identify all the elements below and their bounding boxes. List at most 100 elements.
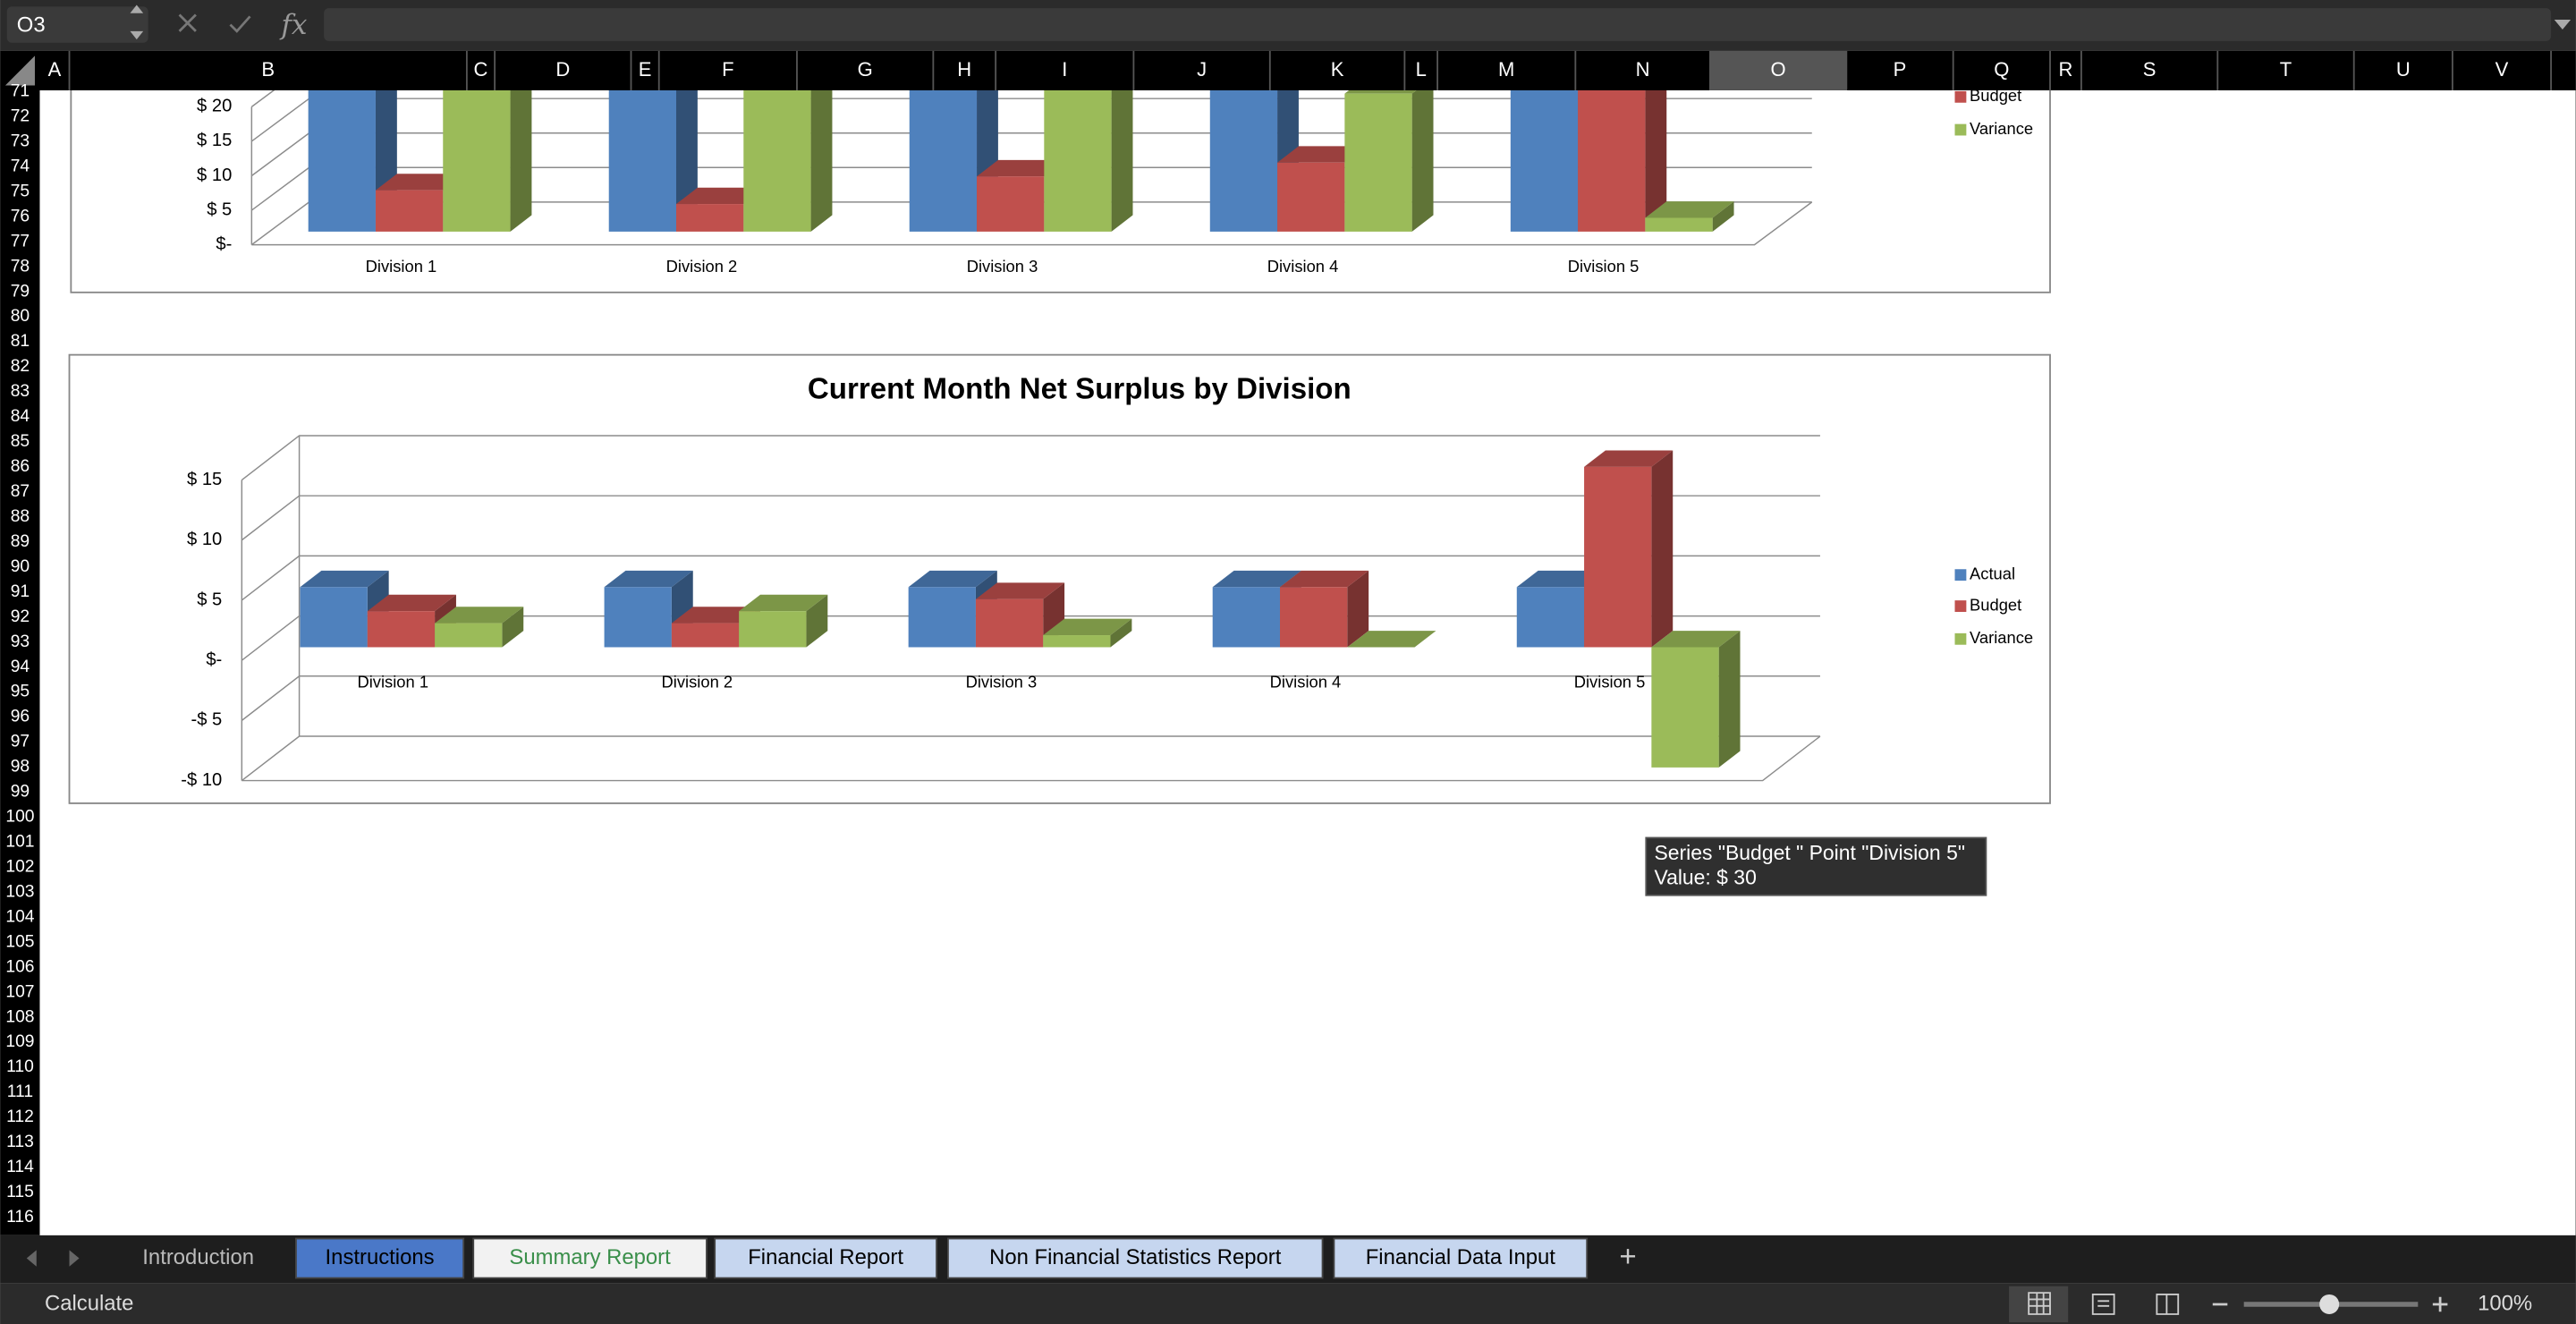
row-header[interactable]: 86 xyxy=(11,457,30,476)
column-header[interactable]: P xyxy=(1894,58,1907,81)
row-header[interactable]: 88 xyxy=(11,507,30,526)
row-header[interactable]: 73 xyxy=(11,132,30,150)
row-header[interactable]: 105 xyxy=(5,932,34,951)
bar[interactable] xyxy=(1043,635,1111,648)
bar[interactable] xyxy=(1344,93,1412,232)
row-header[interactable]: 95 xyxy=(11,683,30,701)
name-box-spinner[interactable] xyxy=(130,4,144,40)
row-header[interactable]: 116 xyxy=(6,1208,34,1226)
sheet-tab-label[interactable]: Summary Report xyxy=(509,1245,671,1269)
row-header[interactable]: 115 xyxy=(6,1183,34,1201)
view-normal-icon[interactable] xyxy=(2028,1292,2051,1315)
row-header[interactable]: 82 xyxy=(11,357,30,376)
cancel-icon[interactable] xyxy=(178,13,197,32)
sheet-tab-label[interactable]: Instructions xyxy=(326,1245,435,1269)
bar[interactable] xyxy=(1651,647,1719,768)
column-header[interactable]: V xyxy=(2496,58,2509,81)
row-header[interactable]: 93 xyxy=(11,632,30,651)
bar[interactable] xyxy=(739,611,807,648)
row-header[interactable]: 111 xyxy=(7,1082,33,1101)
bar[interactable] xyxy=(1645,217,1713,232)
column-header[interactable]: I xyxy=(1062,58,1067,81)
name-box[interactable] xyxy=(6,6,148,43)
row-header[interactable]: 72 xyxy=(11,107,30,126)
column-header[interactable]: E xyxy=(639,58,652,81)
row-header[interactable]: 76 xyxy=(11,207,30,225)
row-header[interactable]: 81 xyxy=(11,332,30,351)
bar[interactable] xyxy=(375,190,444,232)
column-header[interactable]: G xyxy=(858,58,873,81)
column-header[interactable]: A xyxy=(48,58,62,81)
row-header[interactable]: 98 xyxy=(11,758,30,777)
column-header[interactable]: L xyxy=(1416,58,1427,81)
bar[interactable] xyxy=(608,25,677,232)
row-header[interactable]: 87 xyxy=(11,482,30,501)
column-header[interactable]: T xyxy=(2280,58,2292,81)
sheet-tab-label[interactable]: Non Financial Statistics Report xyxy=(989,1245,1282,1269)
bar[interactable] xyxy=(1044,80,1112,232)
column-header[interactable]: D xyxy=(555,58,570,81)
row-header[interactable]: 94 xyxy=(11,658,30,676)
enter-icon[interactable] xyxy=(229,15,251,33)
sheet-tab[interactable] xyxy=(946,1237,1324,1279)
column-header[interactable]: U xyxy=(2396,58,2411,81)
sheet-tab[interactable] xyxy=(714,1237,937,1279)
bar[interactable] xyxy=(1578,38,1646,232)
row-header[interactable]: 92 xyxy=(11,607,30,626)
bar[interactable] xyxy=(1212,587,1281,648)
select-all[interactable] xyxy=(4,55,35,86)
bar[interactable] xyxy=(1516,587,1585,648)
row-header[interactable]: 85 xyxy=(11,432,30,451)
row-header[interactable]: 80 xyxy=(11,307,30,326)
row-header[interactable]: 90 xyxy=(11,557,30,576)
row-header[interactable]: 101 xyxy=(5,833,34,852)
sheet-tab[interactable] xyxy=(295,1237,465,1279)
row-header[interactable]: 78 xyxy=(11,257,30,276)
column-header[interactable]: K xyxy=(1331,58,1344,81)
row-header[interactable]: 83 xyxy=(11,382,30,401)
bar[interactable] xyxy=(1280,587,1348,648)
row-header[interactable]: 91 xyxy=(11,582,30,601)
sheet-tab-label[interactable]: Financial Report xyxy=(748,1245,903,1269)
column-header[interactable]: Q xyxy=(1994,58,2009,81)
sheet-tab-label[interactable]: Introduction xyxy=(142,1245,254,1269)
row-header[interactable]: 103 xyxy=(5,882,34,901)
bar[interactable] xyxy=(671,623,740,648)
bar[interactable] xyxy=(367,611,436,648)
row-header[interactable]: 113 xyxy=(6,1133,34,1151)
column-header[interactable]: C xyxy=(474,58,488,81)
row-header[interactable]: 79 xyxy=(11,282,30,301)
bar[interactable] xyxy=(977,176,1045,232)
tab-scroll-right[interactable] xyxy=(69,1250,80,1267)
bar[interactable] xyxy=(1584,466,1652,648)
row-header[interactable]: 77 xyxy=(11,232,30,250)
row-header[interactable]: 71 xyxy=(11,82,30,101)
column-header[interactable]: O xyxy=(1771,58,1786,81)
zoom-in[interactable] xyxy=(2432,1296,2448,1312)
sheet-tab[interactable] xyxy=(472,1237,708,1279)
bar[interactable] xyxy=(743,52,811,232)
row-header[interactable]: 99 xyxy=(11,783,30,802)
bar[interactable] xyxy=(308,25,376,232)
bar[interactable] xyxy=(1209,25,1278,232)
view-page-layout[interactable] xyxy=(2091,1294,2115,1315)
row-header[interactable]: 89 xyxy=(11,532,30,551)
fx-icon[interactable]: fx xyxy=(279,9,308,41)
row-header[interactable]: 106 xyxy=(5,957,34,976)
row-header[interactable]: 96 xyxy=(11,708,30,726)
column-header[interactable]: N xyxy=(1636,58,1650,81)
row-header[interactable]: 102 xyxy=(5,857,34,876)
view-page-break[interactable] xyxy=(2156,1294,2180,1315)
row-header[interactable]: 104 xyxy=(5,907,34,926)
row-header[interactable]: 112 xyxy=(6,1108,34,1126)
bar[interactable] xyxy=(300,587,368,648)
bar[interactable] xyxy=(975,598,1044,648)
row-header[interactable]: 114 xyxy=(6,1158,34,1176)
column-header[interactable]: J xyxy=(1197,58,1207,81)
column-header[interactable]: S xyxy=(2143,58,2157,81)
row-header[interactable]: 108 xyxy=(5,1007,34,1026)
view-normal[interactable] xyxy=(2009,1286,2069,1323)
tab-scroll-left[interactable] xyxy=(26,1250,37,1267)
row-header[interactable]: 109 xyxy=(5,1032,34,1051)
formula-expand[interactable] xyxy=(2554,20,2572,30)
